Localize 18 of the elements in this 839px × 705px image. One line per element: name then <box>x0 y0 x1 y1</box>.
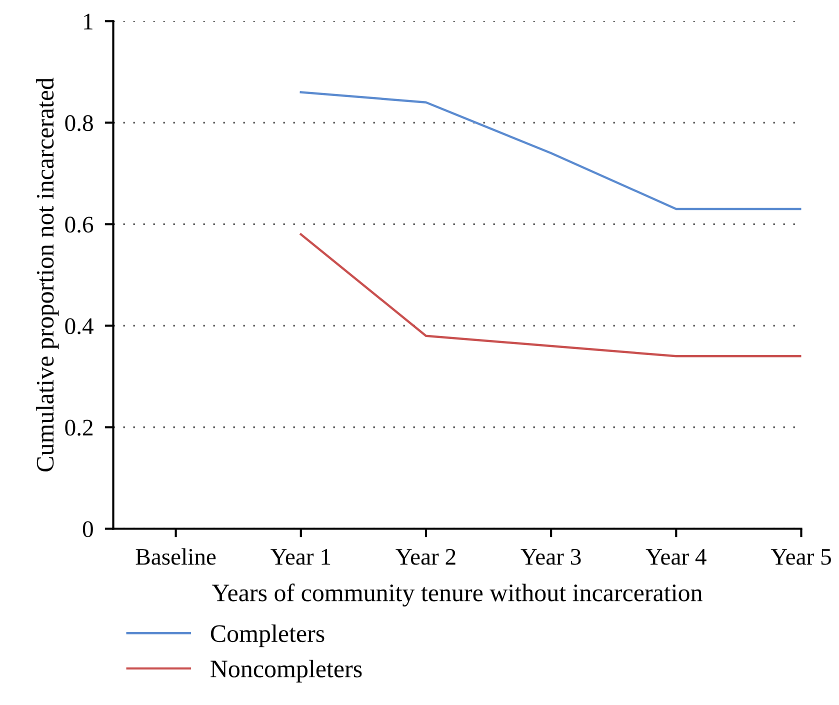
y-tick-label: 0.4 <box>65 318 94 334</box>
y-tick-label: 0.2 <box>65 420 93 436</box>
x-axis-title: Years of community tenure without incarceration <box>212 583 702 606</box>
line-series <box>300 91 802 210</box>
legend-label: Noncompleters <box>210 660 362 682</box>
x-tick-label: Year 4 <box>646 549 706 565</box>
legend-label: Completers <box>210 624 324 648</box>
y-tick-label: 0.6 <box>65 216 94 233</box>
line-series <box>300 233 802 358</box>
y-tick-label: 1 <box>84 14 92 30</box>
y-tick-label: 0 <box>82 521 93 538</box>
x-tick-label: Year 3 <box>520 548 581 565</box>
x-tick-label: Year 5 <box>770 549 831 565</box>
x-tick-label: Baseline <box>136 548 216 565</box>
x-tick-label: Year 2 <box>396 548 456 565</box>
y-axis-title: Cumulative proportion not incarcerated <box>36 78 59 472</box>
y-tick-label: 0.8 <box>65 115 93 132</box>
x-tick-label: Year 1 <box>270 548 330 565</box>
